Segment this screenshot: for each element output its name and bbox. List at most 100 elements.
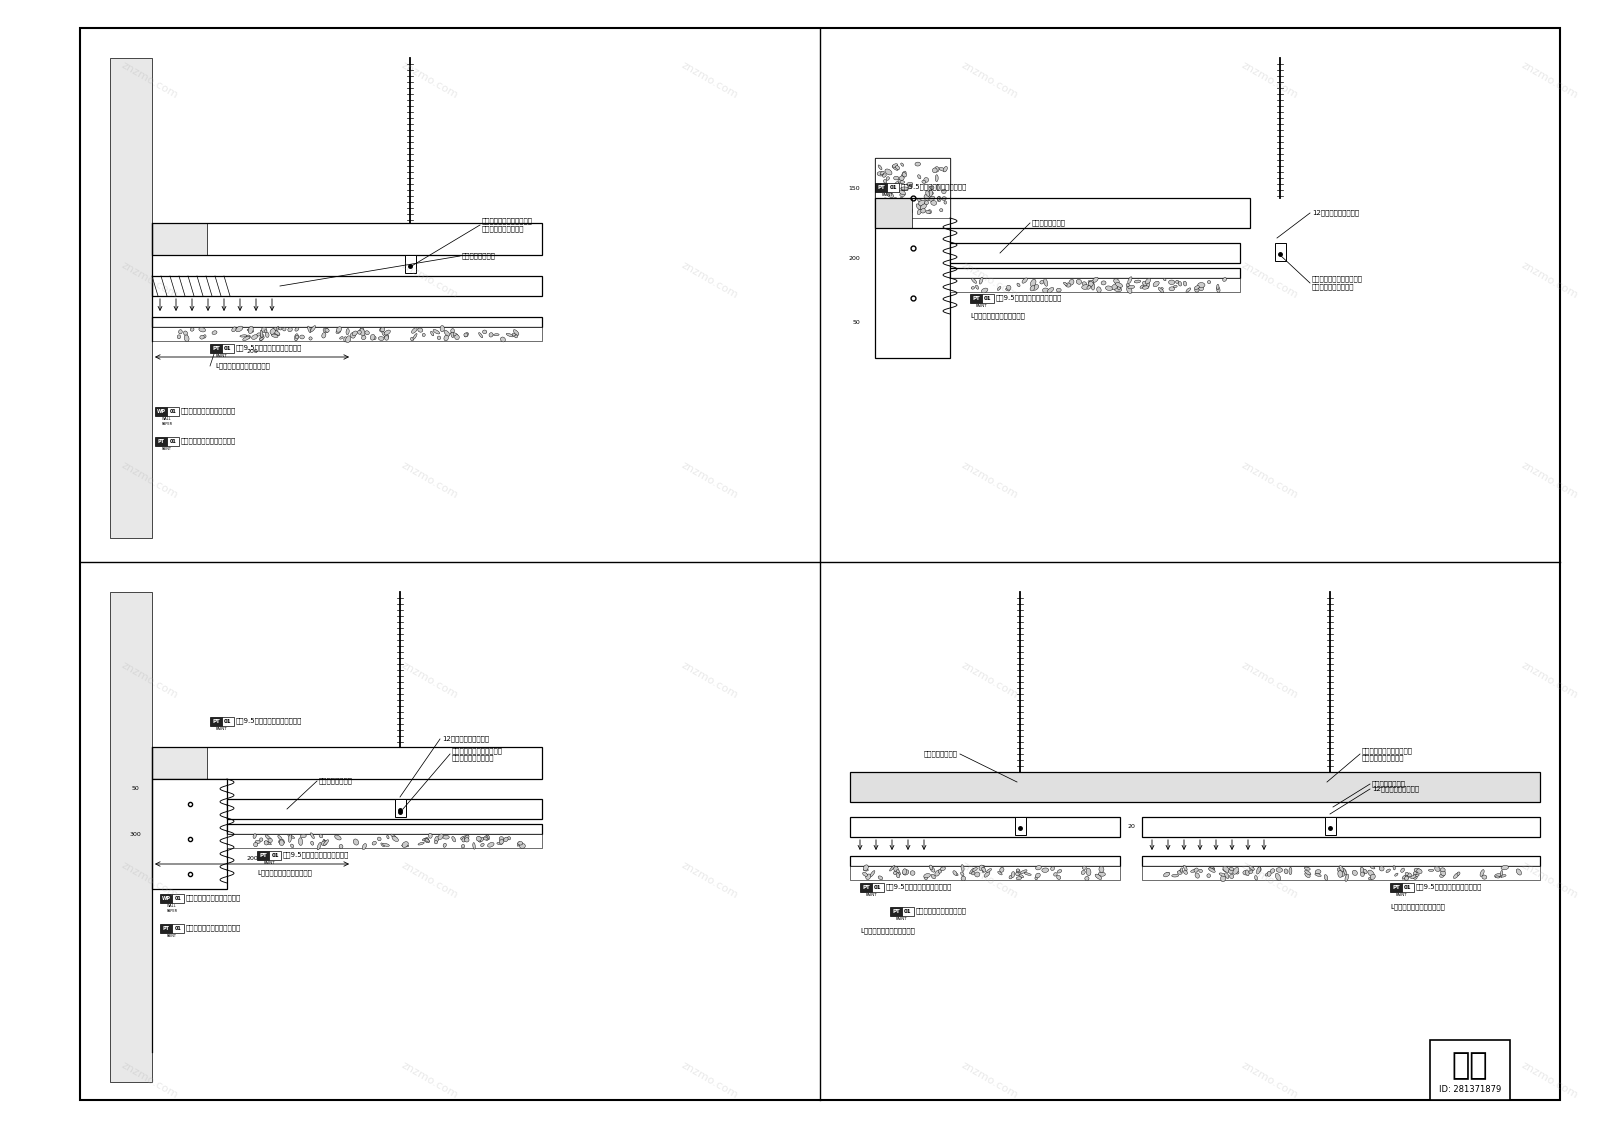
Ellipse shape [954,871,957,876]
Ellipse shape [982,867,986,872]
Ellipse shape [461,836,467,840]
Ellipse shape [917,203,920,209]
Ellipse shape [310,325,315,332]
Text: znzmo.com: znzmo.com [120,260,181,301]
Ellipse shape [976,285,979,289]
Ellipse shape [1494,876,1499,878]
Ellipse shape [1290,868,1291,875]
Ellipse shape [267,838,272,843]
Ellipse shape [430,331,434,336]
Ellipse shape [886,176,890,181]
Text: 01: 01 [224,346,232,351]
Ellipse shape [1082,285,1090,289]
Ellipse shape [898,871,901,876]
Ellipse shape [384,334,389,339]
Text: znzmo.com: znzmo.com [680,660,741,701]
Ellipse shape [283,328,286,331]
Ellipse shape [1088,280,1091,286]
Text: 01: 01 [904,909,912,914]
Ellipse shape [384,336,389,340]
Ellipse shape [1458,872,1461,876]
Ellipse shape [1142,281,1147,286]
Ellipse shape [1018,284,1021,287]
Text: znzmo.com: znzmo.com [960,860,1021,901]
Ellipse shape [925,876,928,879]
Ellipse shape [1250,866,1254,870]
Text: znzmo.com: znzmo.com [1240,460,1301,501]
Ellipse shape [1368,877,1373,880]
Ellipse shape [1363,869,1366,873]
Text: PAINT: PAINT [216,354,227,358]
Text: PT: PT [259,853,267,858]
Ellipse shape [1056,288,1061,292]
Text: L型金属护角条，乳胶漆饰面: L型金属护角条，乳胶漆饰面 [970,313,1026,320]
Ellipse shape [987,869,992,872]
Ellipse shape [936,175,938,182]
Text: znzmo.com: znzmo.com [120,660,181,701]
Ellipse shape [1304,867,1310,870]
Ellipse shape [1146,278,1150,284]
Ellipse shape [917,199,923,202]
Text: znzmo.com: znzmo.com [1520,260,1581,301]
Ellipse shape [310,841,314,845]
Ellipse shape [925,194,930,201]
Text: 双层9.5厚石膏板基层乳胶漆饰面: 双层9.5厚石膏板基层乳胶漆饰面 [1416,884,1482,890]
Text: 01: 01 [890,185,896,190]
Text: PT: PT [163,925,170,931]
Ellipse shape [1184,866,1187,870]
Ellipse shape [1024,872,1032,876]
Ellipse shape [461,844,464,848]
Ellipse shape [323,840,326,845]
Ellipse shape [1360,872,1365,877]
Ellipse shape [259,337,264,340]
Ellipse shape [1494,873,1501,877]
Bar [1142,866,1539,880]
Ellipse shape [365,331,370,334]
Ellipse shape [274,330,280,336]
Text: 木龙骨，防火处理: 木龙骨，防火处理 [462,253,496,259]
Text: 铝合金百页风口，色同吊顶
（开口面积见暖通图）: 铝合金百页风口，色同吊顶 （开口面积见暖通图） [1312,276,1363,290]
Ellipse shape [256,333,261,336]
Ellipse shape [896,870,899,872]
Ellipse shape [974,872,979,877]
Ellipse shape [1085,877,1090,880]
Ellipse shape [1190,869,1197,872]
Ellipse shape [259,334,264,341]
Text: 单层石膏板基层乳胶漆饰面: 单层石膏板基层乳胶漆饰面 [915,907,966,914]
Ellipse shape [514,330,518,336]
Ellipse shape [898,180,902,184]
Ellipse shape [883,206,890,211]
Ellipse shape [418,328,422,332]
Ellipse shape [346,329,349,334]
Ellipse shape [278,835,282,840]
Ellipse shape [885,170,891,175]
Ellipse shape [451,836,456,842]
Ellipse shape [918,175,922,179]
Ellipse shape [1325,875,1328,880]
Ellipse shape [301,834,306,837]
Ellipse shape [264,841,269,845]
Ellipse shape [1032,285,1038,290]
Bar [110,592,152,1083]
Bar [1325,817,1336,835]
Bar [1430,1040,1510,1099]
Ellipse shape [1022,278,1027,284]
Ellipse shape [893,183,896,186]
Text: znzmo.com: znzmo.com [1520,460,1581,501]
Ellipse shape [1501,875,1506,877]
Ellipse shape [942,197,946,200]
Ellipse shape [1035,866,1042,870]
Text: PAINT: PAINT [896,918,907,921]
Text: znzmo.com: znzmo.com [680,460,741,501]
Ellipse shape [1224,872,1229,878]
Bar [155,437,166,446]
Text: PAINT: PAINT [882,193,893,197]
Ellipse shape [1411,875,1418,879]
Ellipse shape [878,876,883,879]
Ellipse shape [907,182,914,186]
Ellipse shape [445,330,450,336]
Ellipse shape [1370,875,1376,879]
Ellipse shape [1480,870,1485,877]
Ellipse shape [1082,866,1086,869]
Ellipse shape [318,834,323,837]
